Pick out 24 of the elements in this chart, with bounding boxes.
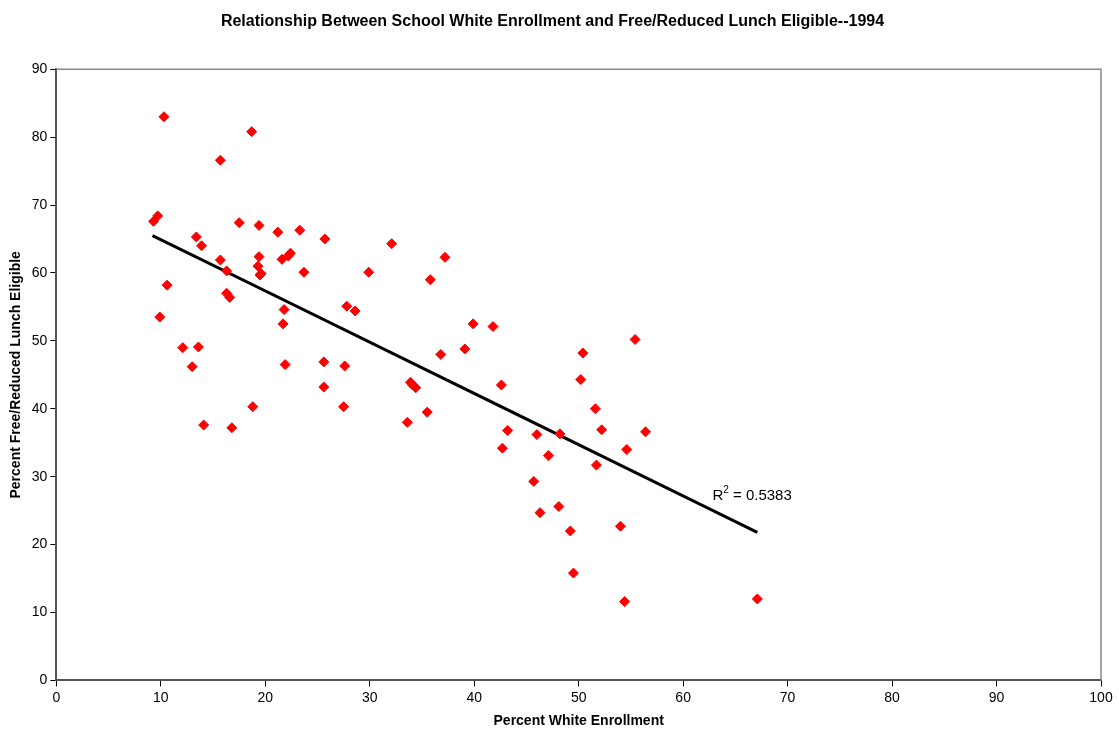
- y-tick-label: 10: [31, 603, 48, 620]
- x-tick-label: 50: [570, 688, 587, 705]
- x-tick-label: 40: [466, 688, 483, 705]
- x-tick-label: 60: [675, 688, 692, 705]
- x-tick-label: 10: [153, 688, 169, 705]
- y-tick-label: 50: [31, 331, 48, 348]
- x-tick-label: 70: [779, 688, 796, 705]
- y-tick-label: 30: [31, 467, 48, 484]
- x-tick-label: 80: [884, 688, 901, 705]
- x-tick-label: 100: [1089, 688, 1113, 705]
- x-tick-label: 90: [988, 688, 1005, 705]
- x-axis-title: Percent White Enrollment: [493, 712, 665, 729]
- y-tick-label: 80: [31, 127, 48, 144]
- x-tick-label: 30: [361, 688, 378, 705]
- y-tick-label: 70: [31, 195, 48, 212]
- x-tick-label: 20: [257, 688, 274, 705]
- y-tick-label: 20: [31, 535, 48, 552]
- chart-title: Relationship Between School White Enrollment and Free/Reduced Lunch Eligible--1994: [220, 12, 885, 30]
- y-tick-label: 90: [31, 60, 48, 77]
- y-tick-label: 0: [39, 671, 48, 688]
- y-tick-label: 60: [31, 263, 48, 280]
- x-tick-label: 0: [52, 688, 61, 705]
- y-tick-label: 40: [31, 399, 48, 416]
- y-axis-title: Percent Free/Reduced Lunch Eligible: [7, 250, 24, 499]
